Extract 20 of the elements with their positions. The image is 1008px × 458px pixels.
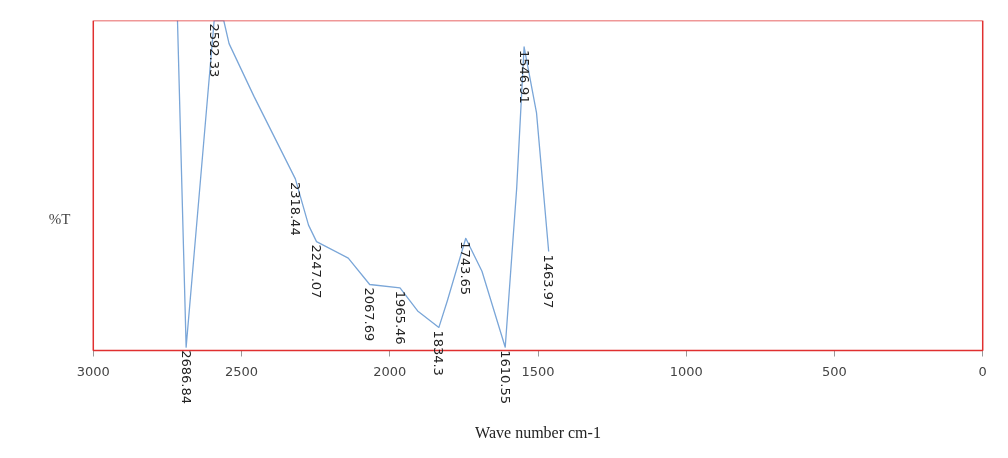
x-axis-title: Wave number cm-1 (475, 423, 601, 441)
annotation: 1965.46 (392, 290, 408, 345)
annotation: 2686.84 (178, 350, 194, 404)
x-tick-label: 1000 (669, 363, 703, 379)
x-tick-label: 2000 (373, 363, 407, 379)
x-tick-label: 1500 (521, 363, 555, 379)
annotation: 1743.65 (458, 241, 474, 296)
annotation: 1610.55 (497, 350, 513, 404)
annotation: 1834.3 (431, 330, 447, 376)
annotation: 1463.97 (541, 254, 557, 309)
x-tick-label: 0 (978, 363, 987, 379)
y-axis-title: %T (48, 210, 71, 227)
annotation: 2318.44 (287, 181, 303, 236)
annotation: 2592.33 (206, 23, 222, 78)
x-tick-label: 3000 (76, 363, 110, 379)
annotation: 1546.91 (516, 49, 532, 104)
annotation: 2247.07 (309, 244, 325, 299)
x-tick-label: 2500 (224, 363, 259, 379)
annotation: 2067.69 (362, 287, 378, 342)
x-tick-label: 500 (822, 363, 847, 379)
